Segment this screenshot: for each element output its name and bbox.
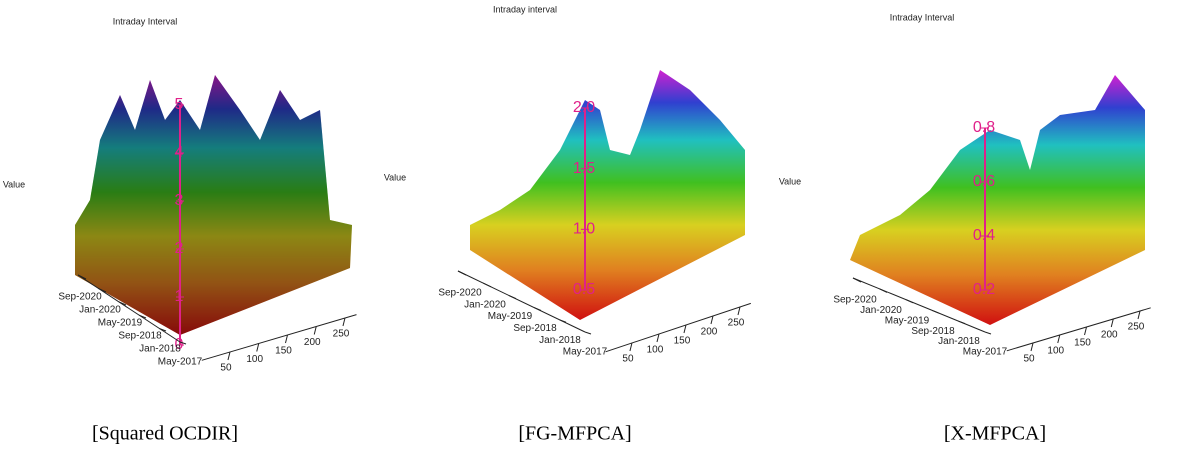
z-tick-label: 1.0 bbox=[573, 221, 595, 238]
date-tick bbox=[98, 287, 107, 293]
x-axis-line bbox=[605, 302, 751, 353]
x-tick-label: 200 bbox=[701, 327, 718, 338]
x-tick-label: 150 bbox=[674, 336, 691, 347]
x-tick-label: 250 bbox=[333, 329, 350, 340]
z-tick-label: 2 bbox=[175, 240, 184, 257]
date-tick-label: May-2019 bbox=[98, 318, 143, 329]
date-tick-label: May-2017 bbox=[963, 347, 1008, 358]
x-tick bbox=[256, 343, 260, 352]
date-tick bbox=[159, 328, 167, 332]
caption: [X-MFPCA] bbox=[944, 423, 1046, 445]
date-tick-label: Sep-2020 bbox=[833, 295, 877, 306]
x-tick bbox=[1137, 310, 1141, 320]
x-tick-label: 50 bbox=[220, 363, 232, 374]
date-tick bbox=[879, 288, 888, 293]
x-tick-label: 150 bbox=[275, 346, 292, 357]
date-tick bbox=[534, 307, 542, 311]
date-tick-label: Sep-2020 bbox=[58, 292, 102, 303]
z-axis-title: Value bbox=[3, 179, 25, 189]
z-tick-label: 0.8 bbox=[973, 119, 995, 136]
date-tick bbox=[852, 277, 862, 283]
z-tick-label: 0 bbox=[175, 336, 184, 353]
x-tick-label: 250 bbox=[1128, 322, 1145, 333]
x-tick bbox=[1030, 342, 1034, 352]
date-tick bbox=[932, 309, 940, 314]
date-tick-label: Jan-2018 bbox=[139, 344, 181, 355]
z-tick-label: 0.2 bbox=[973, 281, 995, 298]
date-tick bbox=[118, 301, 127, 306]
date-tick-label: Jan-2018 bbox=[938, 336, 980, 347]
x-tick bbox=[1110, 318, 1114, 328]
date-tick-label: Sep-2018 bbox=[118, 331, 162, 342]
x-axis-title: Intraday Interval bbox=[113, 16, 178, 26]
x-tick bbox=[342, 317, 346, 327]
date-tick-label: May-2017 bbox=[563, 347, 608, 358]
date-tick bbox=[584, 331, 592, 335]
x-tick bbox=[227, 351, 231, 361]
surface-2 bbox=[470, 70, 745, 320]
z-tick-label: 0.4 bbox=[973, 227, 995, 244]
z-tick-label: 3 bbox=[175, 192, 184, 209]
x-tick-label: 100 bbox=[647, 345, 664, 356]
date-tick-label: May-2019 bbox=[488, 311, 533, 322]
date-tick bbox=[179, 341, 187, 345]
z-axis-title: Value bbox=[384, 172, 406, 182]
x-tick bbox=[1084, 326, 1087, 336]
x-tick-label: 100 bbox=[1047, 346, 1064, 357]
date-tick bbox=[958, 320, 966, 325]
x-tick-label: 150 bbox=[1074, 338, 1091, 349]
z-axis-title: Value bbox=[779, 176, 801, 186]
x-tick bbox=[710, 315, 714, 325]
date-tick bbox=[905, 299, 914, 304]
date-tick-label: Jan-2020 bbox=[464, 299, 506, 310]
x-tick-label: 50 bbox=[1023, 354, 1035, 365]
caption: [Squared OCDIR] bbox=[92, 423, 238, 445]
x-tick bbox=[656, 333, 660, 343]
x-tick bbox=[285, 334, 288, 344]
z-tick-label: 2.0 bbox=[573, 99, 595, 116]
date-tick bbox=[139, 314, 147, 319]
x-axis-title: Intraday interval bbox=[493, 4, 557, 14]
x-tick-label: 50 bbox=[622, 354, 634, 365]
x-axis-line bbox=[1006, 307, 1151, 352]
z-tick-label: 1.5 bbox=[573, 160, 595, 177]
date-tick bbox=[483, 282, 492, 288]
z-tick-label: 1 bbox=[175, 288, 184, 305]
date-tick-label: May-2017 bbox=[158, 357, 203, 368]
date-tick bbox=[984, 331, 992, 335]
x-tick bbox=[1057, 334, 1061, 344]
date-axis-line bbox=[77, 274, 181, 343]
x-tick bbox=[629, 342, 633, 352]
x-tick-label: 200 bbox=[1101, 330, 1118, 341]
date-tick-label: Sep-2018 bbox=[513, 323, 557, 334]
date-tick bbox=[559, 319, 567, 323]
date-tick bbox=[77, 274, 87, 280]
date-tick-label: Sep-2020 bbox=[438, 288, 482, 299]
date-tick-label: Jan-2020 bbox=[79, 305, 121, 316]
x-tick-label: 200 bbox=[304, 337, 321, 348]
surface-3 bbox=[850, 75, 1145, 325]
x-tick bbox=[313, 326, 317, 335]
date-tick-label: Jan-2020 bbox=[860, 305, 902, 316]
z-tick-label: 5 bbox=[175, 96, 184, 113]
x-tick-label: 250 bbox=[728, 318, 745, 329]
surface-1 bbox=[75, 75, 352, 335]
x-tick bbox=[683, 324, 687, 334]
date-tick bbox=[457, 270, 467, 276]
caption: [FG-MFPCA] bbox=[518, 423, 631, 445]
x-tick bbox=[737, 306, 741, 316]
x-tick-label: 100 bbox=[246, 354, 263, 365]
z-tick-label: 0.6 bbox=[973, 173, 995, 190]
date-tick-label: Jan-2018 bbox=[539, 335, 581, 346]
x-axis-line bbox=[201, 314, 357, 361]
date-tick bbox=[508, 294, 517, 300]
date-tick-label: Sep-2018 bbox=[911, 326, 955, 337]
z-tick-label: 0.5 bbox=[573, 281, 595, 298]
x-axis-title: Intraday Interval bbox=[890, 12, 955, 22]
z-tick-label: 4 bbox=[175, 144, 184, 161]
date-tick-label: May-2019 bbox=[885, 315, 930, 326]
